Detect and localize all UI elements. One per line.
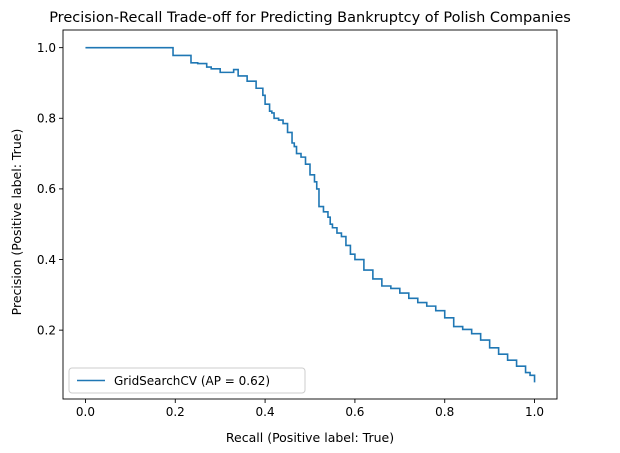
- y-tick-label: 1.0: [37, 41, 56, 55]
- series-layer: [85, 46, 536, 383]
- x-tick-label: 0.2: [166, 405, 185, 419]
- x-tick-label: 0.6: [345, 405, 364, 419]
- chart-title: Precision-Recall Trade-off for Predictin…: [49, 10, 571, 26]
- plot-frame: [62, 29, 558, 400]
- x-tick-label: 0.4: [256, 405, 275, 419]
- y-axis-ticks: 0.2 0.4 0.6 0.8 1.0: [37, 41, 63, 337]
- x-tick-label: 0.8: [435, 405, 454, 419]
- legend: GridSearchCV (AP = 0.62): [68, 367, 306, 394]
- legend-entry: GridSearchCV (AP = 0.62): [114, 374, 270, 388]
- y-tick-label: 0.8: [37, 112, 56, 126]
- x-tick-label: 1.0: [525, 405, 544, 419]
- y-tick-label: 0.2: [37, 323, 56, 337]
- series-line-0: [85, 46, 536, 383]
- y-axis-label: Precision (Positive label: True): [9, 129, 24, 316]
- y-tick-label: 0.6: [37, 182, 56, 196]
- x-tick-label: 0.0: [76, 405, 95, 419]
- y-tick-label: 0.4: [37, 253, 56, 267]
- legend-box: [68, 367, 306, 394]
- x-axis-ticks: 0.0 0.2 0.4 0.6 0.8 1.0: [76, 399, 544, 419]
- x-axis-label: Recall (Positive label: True): [226, 430, 394, 445]
